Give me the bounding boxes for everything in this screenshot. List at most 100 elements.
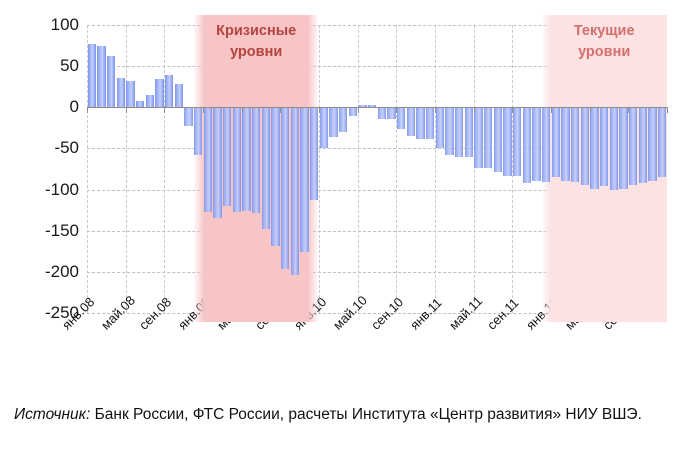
bar xyxy=(570,107,580,183)
gridline-horizontal xyxy=(87,66,667,68)
bar xyxy=(541,107,551,183)
bar xyxy=(319,107,329,149)
bar xyxy=(367,104,377,108)
bars-layer xyxy=(87,25,667,313)
bar xyxy=(464,107,474,158)
bar xyxy=(106,56,116,108)
bar xyxy=(126,80,135,108)
x-tick-mark xyxy=(357,107,359,114)
x-tick-mark xyxy=(551,107,552,114)
bar xyxy=(203,107,213,212)
gridline-horizontal xyxy=(87,25,667,26)
bar xyxy=(377,107,387,119)
x-tick-mark xyxy=(241,107,243,114)
bar xyxy=(561,107,570,182)
bar xyxy=(174,84,184,108)
x-tick-mark xyxy=(164,107,166,114)
bar xyxy=(387,107,396,119)
bar xyxy=(87,43,97,108)
bar xyxy=(155,79,164,108)
gridline-vertical xyxy=(512,25,514,313)
y-tick-label: 0 xyxy=(69,97,79,117)
bar xyxy=(551,107,561,178)
bar xyxy=(445,107,454,155)
bar xyxy=(271,107,280,246)
bar xyxy=(232,107,242,212)
bar xyxy=(348,107,358,116)
gridline-horizontal xyxy=(87,189,667,191)
x-tick-mark xyxy=(512,107,514,114)
bar xyxy=(280,107,290,269)
x-tick-mark xyxy=(280,107,282,114)
bar xyxy=(358,104,367,108)
y-tick-label: -200 xyxy=(44,261,79,281)
bar xyxy=(599,107,609,187)
bar xyxy=(416,107,425,139)
bar xyxy=(193,107,203,155)
x-tick-mark xyxy=(628,107,630,114)
x-tick-mark xyxy=(319,107,320,114)
bar xyxy=(145,94,155,108)
y-tick-label: -50 xyxy=(54,138,79,158)
bar xyxy=(648,107,657,181)
y-tick-label: 100 xyxy=(50,15,79,34)
gridline-vertical xyxy=(125,25,127,313)
bar xyxy=(242,107,251,211)
x-tick-mark xyxy=(396,107,398,114)
bar xyxy=(638,107,648,183)
bar xyxy=(590,107,599,189)
gridline-vertical xyxy=(319,25,320,313)
y-tick-label: 50 xyxy=(60,56,79,76)
x-tick-mark xyxy=(667,107,668,114)
bar xyxy=(309,107,319,201)
bar xyxy=(213,107,222,219)
bar xyxy=(435,107,445,149)
bar xyxy=(406,107,416,137)
y-tick-label: -100 xyxy=(44,179,79,199)
bar xyxy=(580,107,590,186)
source-note: Источник: Банк России, ФТС России, расче… xyxy=(14,404,664,426)
bar xyxy=(619,107,628,189)
gridline-horizontal xyxy=(87,313,667,314)
bar xyxy=(657,107,667,178)
bar xyxy=(116,77,126,108)
bar xyxy=(503,107,512,176)
bar xyxy=(396,107,406,130)
bar xyxy=(609,107,619,191)
bar xyxy=(493,107,503,173)
bar xyxy=(261,107,271,230)
x-tick-mark xyxy=(87,107,88,114)
bar xyxy=(454,107,464,158)
gridline-vertical xyxy=(396,25,398,313)
bar xyxy=(532,107,541,182)
y-tick-label: -250 xyxy=(44,303,79,322)
bar xyxy=(135,100,145,108)
source-prefix: Источник: xyxy=(14,406,91,423)
bar xyxy=(425,107,435,139)
x-tick-mark xyxy=(589,107,591,114)
bar xyxy=(338,107,348,132)
gridline-horizontal xyxy=(87,148,667,150)
x-tick-mark xyxy=(203,107,204,114)
gridline-horizontal xyxy=(87,271,667,273)
bar xyxy=(329,107,338,137)
bar xyxy=(251,107,261,213)
bar xyxy=(474,107,483,169)
bar xyxy=(512,107,522,176)
zero-axis-line xyxy=(87,107,667,109)
gridline-vertical xyxy=(164,25,166,313)
bar xyxy=(300,107,309,253)
source-text: Банк России, ФТС России, расчеты Институ… xyxy=(90,406,642,423)
x-tick-mark xyxy=(125,107,127,114)
bar xyxy=(184,107,193,127)
bar xyxy=(290,107,300,276)
y-axis: 100 50 0 -50 -100 -150 -200 -250 xyxy=(0,0,79,340)
bar xyxy=(628,107,638,186)
gridline-vertical xyxy=(435,25,436,313)
gridline-vertical xyxy=(357,25,359,313)
plot-area: Кризисные уровни Текущие уровни xyxy=(87,15,668,322)
gridline-horizontal xyxy=(87,230,667,232)
bar xyxy=(522,107,532,183)
bar xyxy=(164,75,174,108)
bar xyxy=(222,107,232,207)
